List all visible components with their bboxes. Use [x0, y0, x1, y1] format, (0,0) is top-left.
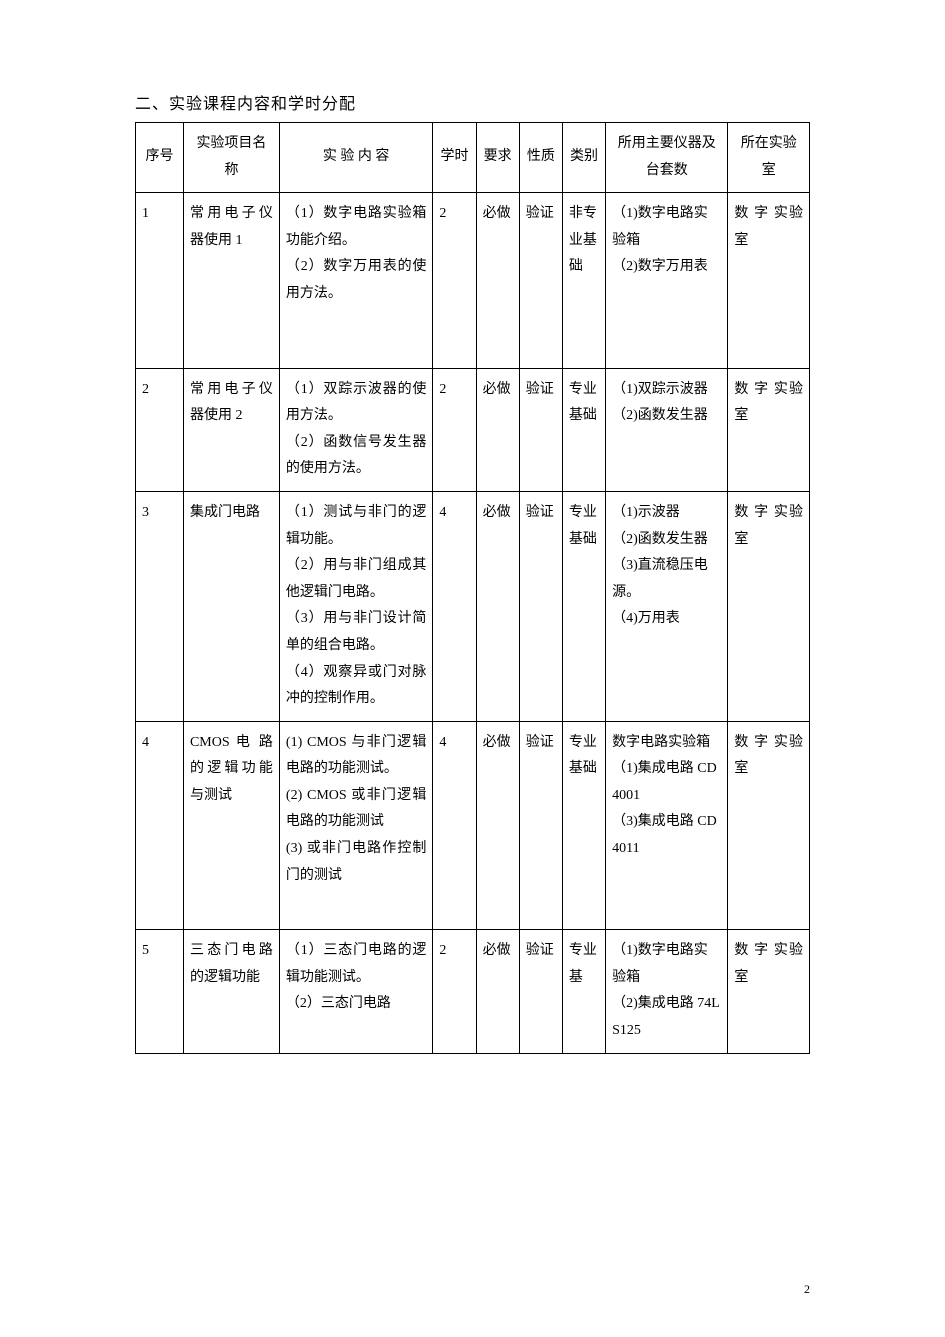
cell-cat: 专业基础: [562, 491, 605, 721]
cell-req: 必做: [476, 930, 519, 1053]
page-number: 2: [804, 1282, 810, 1297]
cell-req: 必做: [476, 193, 519, 368]
experiment-table: 序号 实验项目名称 实 验 内 容 学时 要求 性质 类别 所用主要仪器及台套数…: [135, 122, 810, 1054]
col-req: 要求: [476, 123, 519, 193]
cell-equip: （1)示波器 （2)函数发生器 （3)直流稳压电源。 （4)万用表: [606, 491, 728, 721]
cell-hours: 2: [433, 930, 476, 1053]
cell-hours: 4: [433, 491, 476, 721]
table-row: 1常用电子仪器使用 1（1）数字电路实验箱功能介绍。 （2）数字万用表的使用方法…: [136, 193, 810, 368]
col-equip: 所用主要仪器及台套数: [606, 123, 728, 193]
cell-num: 5: [136, 930, 184, 1053]
cell-lab: 数 字 实验室: [728, 193, 810, 368]
cell-lab: 数 字 实验室: [728, 368, 810, 491]
cell-req: 必做: [476, 721, 519, 930]
table-row: 3集成门电路（1）测试与非门的逻辑功能。 （2）用与非门组成其他逻辑门电路。 （…: [136, 491, 810, 721]
cell-content: （1）双踪示波器的使用方法。 （2）函数信号发生器的使用方法。: [279, 368, 433, 491]
cell-nature: 验证: [519, 930, 562, 1053]
col-nature: 性质: [519, 123, 562, 193]
cell-lab: 数 字 实验室: [728, 721, 810, 930]
cell-name: 三态门电路的逻辑功能: [183, 930, 279, 1053]
cell-hours: 4: [433, 721, 476, 930]
table-row: 2常用电子仪器使用 2（1）双踪示波器的使用方法。 （2）函数信号发生器的使用方…: [136, 368, 810, 491]
col-hours: 学时: [433, 123, 476, 193]
cell-name: 常用电子仪器使用 2: [183, 368, 279, 491]
cell-name: 常用电子仪器使用 1: [183, 193, 279, 368]
cell-num: 2: [136, 368, 184, 491]
cell-cat: 专业基: [562, 930, 605, 1053]
cell-hours: 2: [433, 193, 476, 368]
cell-nature: 验证: [519, 721, 562, 930]
col-cat: 类别: [562, 123, 605, 193]
cell-content: (1) CMOS 与非门逻辑电路的功能测试。 (2) CMOS 或非门逻辑电路的…: [279, 721, 433, 930]
cell-equip: （1)数字电路实验箱 （2)集成电路 74LS125: [606, 930, 728, 1053]
section-title: 二、实验课程内容和学时分配: [135, 90, 810, 114]
cell-req: 必做: [476, 491, 519, 721]
cell-equip: 数字电路实验箱 （1)集成电路 CD4001 （3)集成电路 CD4011: [606, 721, 728, 930]
cell-content: （1）三态门电路的逻辑功能测试。 （2）三态门电路: [279, 930, 433, 1053]
col-content: 实 验 内 容: [279, 123, 433, 193]
cell-hours: 2: [433, 368, 476, 491]
cell-lab: 数 字 实验室: [728, 930, 810, 1053]
document-page: 二、实验课程内容和学时分配 序号 实验项目名称 实 验 内 容 学时 要求 性质…: [0, 0, 945, 1114]
cell-nature: 验证: [519, 368, 562, 491]
cell-name: CMOS 电 路的逻辑功能与测试: [183, 721, 279, 930]
cell-equip: （1)双踪示波器 （2)函数发生器: [606, 368, 728, 491]
cell-content: （1）测试与非门的逻辑功能。 （2）用与非门组成其他逻辑门电路。 （3）用与非门…: [279, 491, 433, 721]
cell-req: 必做: [476, 368, 519, 491]
cell-nature: 验证: [519, 193, 562, 368]
cell-lab: 数 字 实验室: [728, 491, 810, 721]
cell-cat: 非专业基础: [562, 193, 605, 368]
cell-name: 集成门电路: [183, 491, 279, 721]
cell-equip: （1)数字电路实验箱 （2)数字万用表: [606, 193, 728, 368]
col-name: 实验项目名称: [183, 123, 279, 193]
cell-content: （1）数字电路实验箱功能介绍。 （2）数字万用表的使用方法。: [279, 193, 433, 368]
col-lab: 所在实验室: [728, 123, 810, 193]
cell-num: 3: [136, 491, 184, 721]
cell-cat: 专业基础: [562, 721, 605, 930]
table-row: 5三态门电路的逻辑功能（1）三态门电路的逻辑功能测试。 （2）三态门电路2必做验…: [136, 930, 810, 1053]
table-row: 4CMOS 电 路的逻辑功能与测试(1) CMOS 与非门逻辑电路的功能测试。 …: [136, 721, 810, 930]
table-header-row: 序号 实验项目名称 实 验 内 容 学时 要求 性质 类别 所用主要仪器及台套数…: [136, 123, 810, 193]
cell-num: 1: [136, 193, 184, 368]
cell-cat: 专业基础: [562, 368, 605, 491]
cell-nature: 验证: [519, 491, 562, 721]
cell-num: 4: [136, 721, 184, 930]
col-num: 序号: [136, 123, 184, 193]
